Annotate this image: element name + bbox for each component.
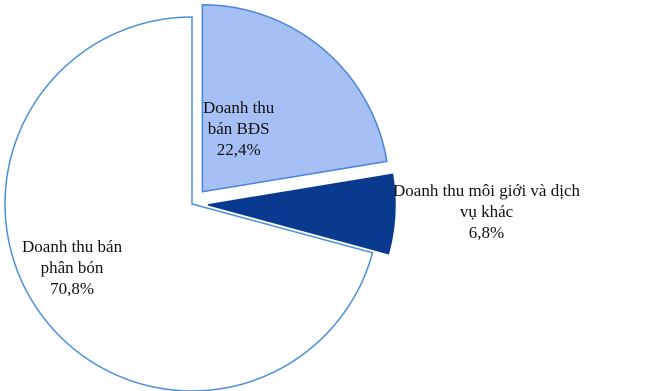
slice-brokerage (207, 173, 396, 255)
label-real-estate: Doanh thu bán BĐS 22,4% (203, 97, 274, 160)
slice-fertilizer (4, 16, 374, 391)
label-brokerage-value: 6,8% (468, 223, 505, 242)
label-brokerage: Doanh thu môi giới và dịch vụ khác 6,8% (393, 180, 580, 243)
label-fertilizer: Doanh thu bán phân bón 70,8% (22, 236, 122, 299)
label-real-estate-line-2: bán BĐS (207, 119, 270, 138)
label-real-estate-value: 22,4% (216, 140, 261, 159)
label-brokerage-line-2: vụ khác (459, 202, 514, 221)
label-fertilizer-value: 70,8% (50, 279, 94, 298)
label-fertilizer-line-2: phân bón (40, 258, 104, 277)
label-fertilizer-line-1: Doanh thu bán (22, 237, 123, 256)
label-real-estate-line-1: Doanh thu (203, 98, 275, 117)
slice-real-estate (201, 4, 388, 193)
label-brokerage-line-1: Doanh thu môi giới và dịch (393, 181, 580, 200)
